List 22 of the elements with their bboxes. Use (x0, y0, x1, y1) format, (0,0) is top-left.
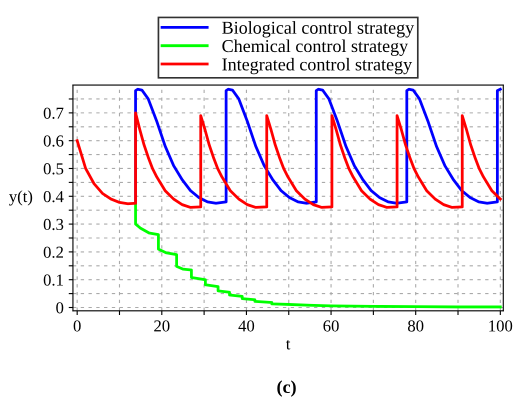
x-axis-title: t (286, 340, 290, 350)
x-tick-label: 60 (323, 320, 339, 332)
y-axis-title: y(t) (9, 190, 32, 206)
legend-label: Integrated control strategy (222, 58, 412, 74)
x-tick-label: 0 (74, 320, 81, 332)
y-tick-label: 0.4 (44, 190, 64, 202)
y-tick-label: 0.6 (44, 135, 64, 147)
legend-label: Chemical control strategy (222, 39, 408, 56)
text: (c) (277, 380, 296, 397)
x-tick-label: 40 (238, 320, 254, 332)
y-tick-label: 0.5 (44, 163, 64, 175)
y-tick-label: 0.1 (44, 274, 63, 286)
line-series (76, 111, 502, 209)
x-tick-label: 20 (154, 320, 170, 332)
x-tick-label: 80 (408, 320, 424, 332)
line-series (134, 202, 502, 308)
y-tick-label: 0.7 (44, 108, 64, 119)
y-tick-label: 0 (56, 302, 64, 314)
x-tick-label: 100 (489, 320, 512, 332)
y-tick-label: 0.3 (44, 218, 64, 230)
y-tick-label: 0.2 (44, 246, 63, 258)
legend-label: Biological control strategy (222, 21, 414, 38)
